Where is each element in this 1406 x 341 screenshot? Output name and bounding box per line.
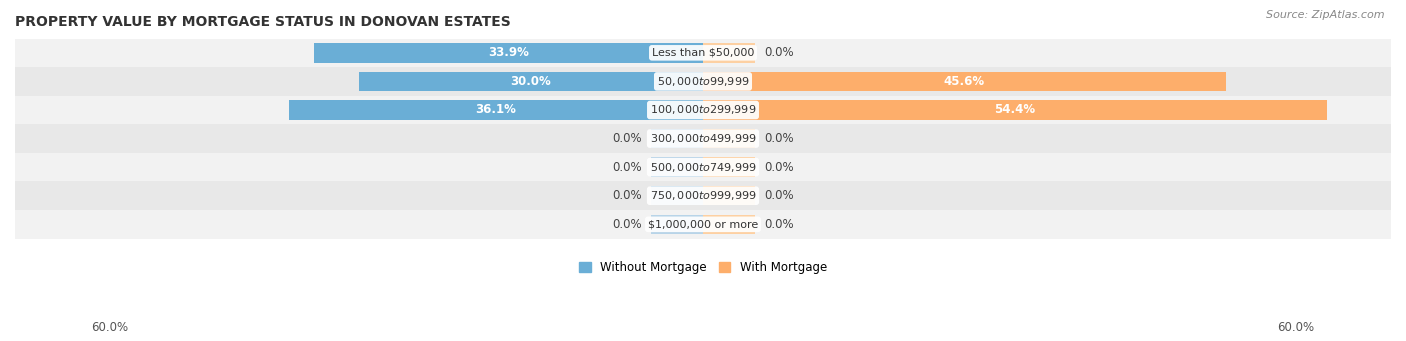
Text: 0.0%: 0.0% — [613, 132, 643, 145]
Text: Source: ZipAtlas.com: Source: ZipAtlas.com — [1267, 10, 1385, 20]
Text: 0.0%: 0.0% — [763, 161, 793, 174]
Bar — [15, 67, 1391, 96]
Bar — [703, 43, 755, 62]
Text: 0.0%: 0.0% — [613, 218, 643, 231]
Text: 0.0%: 0.0% — [613, 189, 643, 202]
Text: $750,000 to $999,999: $750,000 to $999,999 — [650, 189, 756, 202]
Text: 0.0%: 0.0% — [763, 189, 793, 202]
Bar — [651, 214, 703, 234]
Text: $1,000,000 or more: $1,000,000 or more — [648, 219, 758, 229]
Text: $50,000 to $99,999: $50,000 to $99,999 — [657, 75, 749, 88]
Text: 0.0%: 0.0% — [763, 218, 793, 231]
Text: 8.5: 8.5 — [15, 244, 17, 245]
Text: 60.0%: 60.0% — [1278, 321, 1315, 333]
Bar — [290, 100, 703, 120]
Bar — [651, 186, 703, 206]
Text: 36.1%: 36.1% — [475, 103, 516, 117]
Bar — [15, 153, 1391, 181]
Bar — [15, 181, 1391, 210]
Text: 33.9%: 33.9% — [488, 46, 529, 59]
Bar — [703, 186, 755, 206]
Text: 0.0%: 0.0% — [763, 46, 793, 59]
Bar — [651, 158, 703, 177]
Legend: Without Mortgage, With Mortgage: Without Mortgage, With Mortgage — [574, 256, 832, 279]
Bar — [15, 124, 1391, 153]
Text: 0.0%: 0.0% — [613, 161, 643, 174]
Bar — [15, 39, 1391, 67]
Text: 54.4%: 54.4% — [994, 103, 1035, 117]
Bar — [703, 100, 1327, 120]
Text: $500,000 to $749,999: $500,000 to $749,999 — [650, 161, 756, 174]
Bar — [651, 129, 703, 148]
Text: $100,000 to $299,999: $100,000 to $299,999 — [650, 103, 756, 117]
Text: 30.0%: 30.0% — [510, 75, 551, 88]
Text: PROPERTY VALUE BY MORTGAGE STATUS IN DONOVAN ESTATES: PROPERTY VALUE BY MORTGAGE STATUS IN DON… — [15, 15, 510, 29]
Bar — [15, 96, 1391, 124]
Bar — [315, 43, 703, 62]
Text: 60.0%: 60.0% — [91, 321, 128, 333]
Text: $300,000 to $499,999: $300,000 to $499,999 — [650, 132, 756, 145]
Bar — [15, 210, 1391, 239]
Text: Less than $50,000: Less than $50,000 — [652, 48, 754, 58]
Bar — [703, 158, 755, 177]
Bar — [359, 72, 703, 91]
Bar — [703, 214, 755, 234]
Text: 0.0%: 0.0% — [763, 132, 793, 145]
Text: 45.6%: 45.6% — [943, 75, 986, 88]
Bar — [703, 72, 1226, 91]
Bar — [703, 129, 755, 148]
